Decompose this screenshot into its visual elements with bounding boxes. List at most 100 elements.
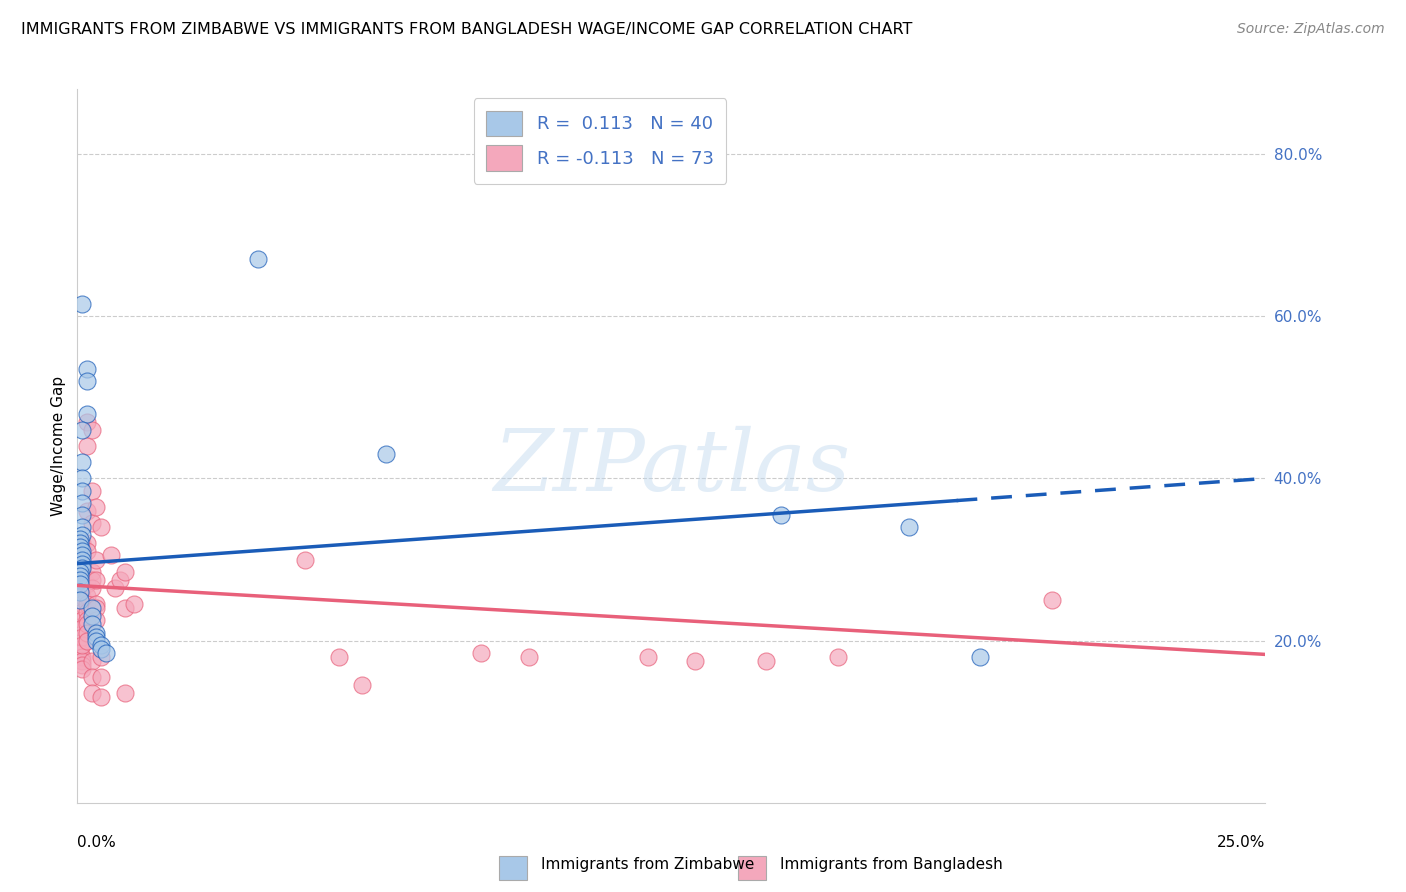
Point	[90, 520, 112, 534]
Point	[76, 633, 98, 648]
Point	[76, 625, 98, 640]
Point	[69, 533, 91, 547]
Bar	[499, 856, 527, 880]
Point	[104, 581, 127, 595]
Point	[90, 649, 112, 664]
Point	[70, 536, 93, 550]
Point	[86, 552, 108, 566]
Point	[70, 520, 93, 534]
Point	[86, 633, 108, 648]
Point	[70, 508, 93, 522]
Point	[76, 544, 98, 558]
Point	[90, 670, 112, 684]
Point	[70, 455, 93, 469]
Point	[898, 520, 921, 534]
Point	[70, 654, 93, 668]
Point	[70, 581, 93, 595]
Point	[70, 483, 93, 498]
Point	[70, 613, 93, 627]
Point	[80, 601, 103, 615]
Point	[76, 439, 98, 453]
Point	[70, 549, 93, 563]
Point	[69, 536, 91, 550]
Point	[80, 573, 103, 587]
Point	[76, 597, 98, 611]
Point	[80, 686, 103, 700]
Point	[80, 581, 103, 595]
Point	[1040, 593, 1063, 607]
Point	[328, 649, 350, 664]
Point	[69, 593, 91, 607]
Point	[76, 362, 98, 376]
Point	[76, 536, 98, 550]
Point	[969, 649, 991, 664]
Point	[86, 597, 108, 611]
Point	[69, 568, 91, 582]
Point	[70, 622, 93, 636]
Point	[69, 641, 91, 656]
Point	[637, 649, 659, 664]
Point	[86, 630, 108, 644]
Point	[90, 690, 112, 705]
Point	[76, 415, 98, 429]
Point	[86, 601, 108, 615]
Point	[114, 601, 136, 615]
Point	[76, 407, 98, 421]
Text: ZIPatlas: ZIPatlas	[492, 426, 851, 508]
Point	[76, 617, 98, 632]
Point	[470, 646, 492, 660]
Legend: R =  0.113   N = 40, R = -0.113   N = 73: R = 0.113 N = 40, R = -0.113 N = 73	[474, 98, 727, 184]
Point	[70, 573, 93, 587]
Point	[80, 565, 103, 579]
Point	[100, 549, 122, 563]
Point	[80, 516, 103, 530]
Point	[114, 565, 136, 579]
Point	[70, 544, 93, 558]
Point	[76, 577, 98, 591]
Point	[827, 649, 849, 664]
Text: 25.0%: 25.0%	[1218, 835, 1265, 850]
Text: IMMIGRANTS FROM ZIMBABWE VS IMMIGRANTS FROM BANGLADESH WAGE/INCOME GAP CORRELATI: IMMIGRANTS FROM ZIMBABWE VS IMMIGRANTS F…	[21, 22, 912, 37]
Point	[70, 597, 93, 611]
Point	[76, 613, 98, 627]
Point	[70, 557, 93, 571]
Point	[108, 573, 131, 587]
Point	[76, 589, 98, 603]
Point	[76, 504, 98, 518]
Point	[86, 625, 108, 640]
Point	[70, 638, 93, 652]
Point	[114, 686, 136, 700]
Point	[517, 649, 540, 664]
Point	[246, 252, 269, 267]
Point	[69, 565, 91, 579]
Point	[90, 641, 112, 656]
Point	[70, 589, 93, 603]
Point	[683, 654, 706, 668]
Text: Immigrants from Zimbabwe: Immigrants from Zimbabwe	[541, 857, 755, 872]
Point	[70, 557, 93, 571]
Text: Immigrants from Bangladesh: Immigrants from Bangladesh	[780, 857, 1002, 872]
Point	[80, 609, 103, 624]
Point	[70, 662, 93, 676]
Bar	[738, 856, 766, 880]
Point	[375, 447, 398, 461]
Point	[70, 577, 93, 591]
Point	[69, 577, 91, 591]
Text: Source: ZipAtlas.com: Source: ZipAtlas.com	[1237, 22, 1385, 37]
Point	[70, 649, 93, 664]
Point	[124, 597, 146, 611]
Point	[69, 541, 91, 555]
Point	[80, 670, 103, 684]
Point	[76, 605, 98, 619]
Point	[76, 374, 98, 388]
Point	[70, 549, 93, 563]
Point	[80, 423, 103, 437]
Point	[70, 630, 93, 644]
Point	[70, 528, 93, 542]
Point	[86, 500, 108, 514]
Point	[94, 646, 117, 660]
Point	[69, 585, 91, 599]
Point	[352, 678, 374, 692]
Point	[80, 617, 103, 632]
Point	[86, 613, 108, 627]
